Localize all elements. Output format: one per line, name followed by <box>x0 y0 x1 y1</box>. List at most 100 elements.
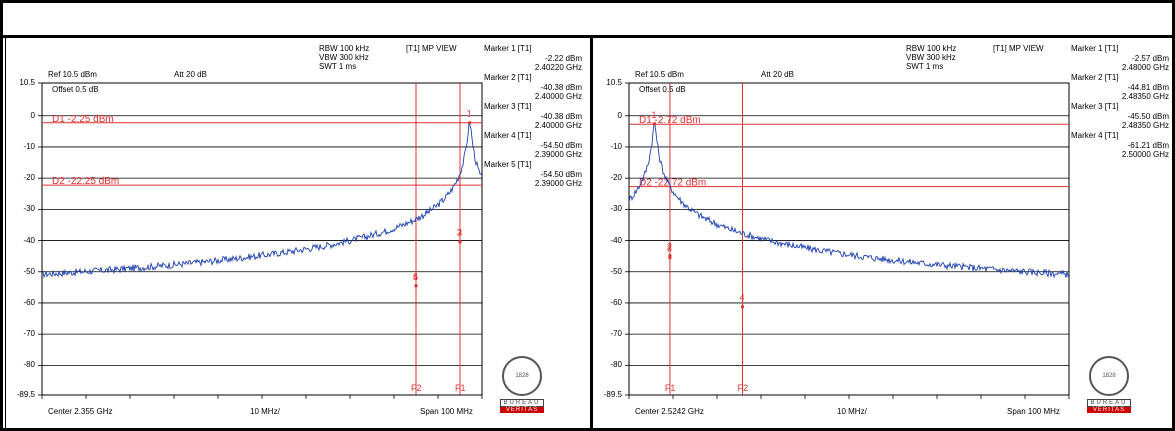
plot-frame <box>628 82 1070 396</box>
marker-point-3 <box>458 240 462 244</box>
marker-level: -2.57 dBm <box>1132 54 1169 63</box>
y-tick-label: -80 <box>610 360 622 370</box>
marker-id-label: 1 <box>467 109 472 119</box>
logo-line-2: VERITAS <box>500 407 544 413</box>
swt-label: SWT 1 ms <box>906 62 944 71</box>
y-tick-label: -70 <box>23 329 35 339</box>
swt-label: SWT 1 ms <box>319 62 357 71</box>
trace-view-label: [T1] MP VIEW <box>406 44 457 53</box>
marker-name: Marker 2 [T1] <box>1071 73 1119 82</box>
spectrum-trace <box>41 122 483 279</box>
marker-level: -44.81 dBm <box>1127 83 1169 92</box>
marker-point-4 <box>740 305 745 309</box>
marker-level: -2.22 dBm <box>545 54 582 63</box>
marker-point-1 <box>652 122 657 126</box>
y-tick-label: -50 <box>610 266 622 276</box>
marker-name: Marker 3 [T1] <box>484 102 532 111</box>
marker-id-label: 2 <box>457 228 462 238</box>
marker-id-label: 3 <box>457 228 462 238</box>
marker-point-3 <box>668 256 672 260</box>
marker-frequency: 2.39000 GHz <box>534 150 582 159</box>
logo-line-1: BUREAU <box>500 399 544 407</box>
attenuation-label: Att 20 dB <box>174 70 207 79</box>
y-tick-label: 10.5 <box>606 78 622 87</box>
logo-line-2: VERITAS <box>1087 407 1131 413</box>
y-tick-label: -10 <box>610 141 622 151</box>
marker-frequency: 2.40000 GHz <box>534 92 582 101</box>
y-tick-label: 0 <box>617 110 622 120</box>
ref-level-label: Ref 10.5 dBm <box>48 70 97 79</box>
display-line-label: D1 -2.25 dBm <box>52 114 114 125</box>
y-tick-label: 10.5 <box>19 78 35 87</box>
marker-id-label: 2 <box>667 242 672 252</box>
marker-frequency: 2.48000 GHz <box>1121 63 1169 72</box>
marker-level: -54.50 dBm <box>540 141 582 150</box>
logo-line-1: BUREAU <box>1087 399 1131 407</box>
marker-point-5 <box>414 284 418 288</box>
marker-name: Marker 1 [T1] <box>484 44 532 53</box>
marker-level: -54.50 dBm <box>540 170 582 179</box>
marker-name: Marker 3 [T1] <box>1071 102 1119 111</box>
title-bar <box>3 3 1172 38</box>
vbw-label: VBW 300 kHz <box>319 53 369 62</box>
marker-frequency: 2.48350 GHz <box>1121 121 1169 130</box>
marker-name: Marker 2 [T1] <box>484 73 532 82</box>
marker-frequency: 2.48350 GHz <box>1121 92 1169 101</box>
y-tick-label: -20 <box>23 173 35 183</box>
frequency-line-label: F1 <box>665 383 676 393</box>
marker-frequency: 2.50000 GHz <box>1121 150 1169 159</box>
marker-level: -40.38 dBm <box>540 83 582 92</box>
y-tick-label: -80 <box>23 360 35 370</box>
frequency-division-label: 10 MHz/ <box>837 407 867 416</box>
y-tick-label: -10 <box>23 141 35 151</box>
y-tick-label: -40 <box>23 235 35 245</box>
marker-name: Marker 4 [T1] <box>1071 131 1119 140</box>
frequency-line-label: F1 <box>455 383 466 393</box>
y-tick-label: -70 <box>610 329 622 339</box>
marker-id-label: 4 <box>740 293 745 303</box>
y-tick-label: 0 <box>30 110 35 120</box>
y-tick-label: -50 <box>23 266 35 276</box>
span-label: Span 100 MHz <box>420 407 473 416</box>
marker-id-label: 3 <box>667 244 672 254</box>
y-tick-label: -40 <box>610 235 622 245</box>
y-tick-label: -60 <box>23 297 35 307</box>
bureau-veritas-logo: 1828 BUREAU VERITAS <box>1087 356 1131 413</box>
bureau-veritas-logo: 1828 BUREAU VERITAS <box>500 356 544 413</box>
marker-id-label: 1 <box>652 110 657 120</box>
spectrum-panel-right: Ref 10.5 dBm Att 20 dB RBW 100 kHz VBW 300 … <box>592 38 1175 428</box>
marker-frequency: 2.40220 GHz <box>534 63 582 72</box>
offset-label: Offset 0.5 dB <box>639 85 686 94</box>
center-frequency-label: Center 2.5242 GHz <box>635 407 704 416</box>
display-line-label: D2 -22.72 dBm <box>639 178 706 189</box>
attenuation-label: Att 20 dB <box>761 70 794 79</box>
marker-id-label: 5 <box>413 272 418 282</box>
frequency-line-label: F2 <box>738 383 749 393</box>
spectrum-plot: D1 -2.25 dBm D2 -22.25 dBm F2 F1 1 23 45 <box>38 82 483 399</box>
vbw-label: VBW 300 kHz <box>906 53 956 62</box>
marker-level: -40.38 dBm <box>540 112 582 121</box>
y-tick-label: -89.5 <box>603 390 622 399</box>
y-tick-label: -60 <box>610 297 622 307</box>
spectrum-panel-left: Ref 10.5 dBm Att 20 dB RBW 100 kHz VBW 300 … <box>5 38 592 428</box>
y-tick-label: -30 <box>23 204 35 214</box>
frequency-line-label: F2 <box>411 383 422 393</box>
seal-icon: 1828 <box>502 356 542 396</box>
marker-frequency: 2.40000 GHz <box>534 121 582 130</box>
marker-frequency: 2.39000 GHz <box>534 179 582 188</box>
seal-icon: 1828 <box>1089 356 1129 396</box>
marker-name: Marker 5 [T1] <box>484 160 532 169</box>
frequency-division-label: 10 MHz/ <box>250 407 280 416</box>
rbw-label: RBW 100 kHz <box>906 44 957 53</box>
spectrum-trace <box>628 123 1070 279</box>
marker-point-1 <box>468 121 472 125</box>
marker-id-label: 4 <box>413 272 418 282</box>
trace-view-label: [T1] MP VIEW <box>993 44 1044 53</box>
y-tick-label: -20 <box>610 173 622 183</box>
marker-name: Marker 4 [T1] <box>484 131 532 140</box>
y-tick-label: -89.5 <box>16 390 35 399</box>
offset-label: Offset 0.5 dB <box>52 85 99 94</box>
marker-level: -61.21 dBm <box>1127 141 1169 150</box>
